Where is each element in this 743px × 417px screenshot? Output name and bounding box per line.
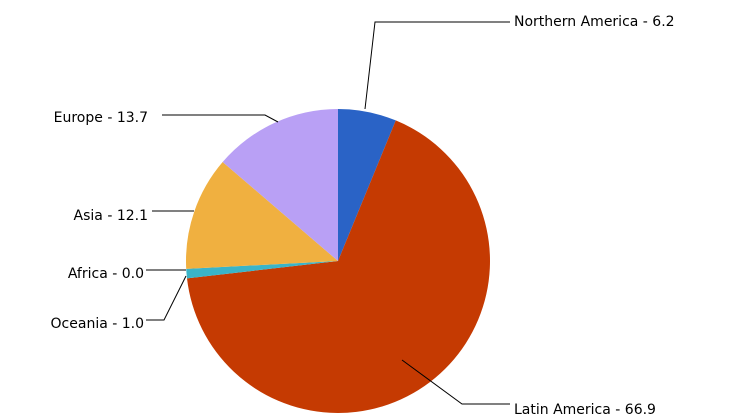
slice-label-latin-america: Latin America - 66.9	[514, 402, 656, 417]
slice-label-africa: Africa - 0.0	[68, 266, 144, 282]
pie-slices	[186, 109, 491, 414]
slice-asia	[186, 162, 338, 269]
slice-oceania	[186, 261, 338, 279]
slice-label-europe: Europe - 13.7	[54, 110, 148, 126]
leader-line-latin-america	[401, 359, 510, 405]
leader-line-northern-america	[364, 21, 510, 110]
slice-label-northern-america: Northern America - 6.2	[514, 14, 675, 30]
slice-labels: Northern America - 6.2 Latin America - 66…	[51, 14, 675, 417]
slice-label-asia: Asia - 12.1	[74, 208, 148, 224]
slice-latin-america	[187, 120, 491, 414]
leader-line-europe	[162, 114, 279, 123]
slice-northern-america	[338, 109, 396, 261]
leader-line-oceania	[146, 275, 187, 321]
leader-lines	[146, 21, 510, 405]
slice-europe	[222, 109, 338, 261]
slice-label-oceania: Oceania - 1.0	[51, 316, 144, 332]
